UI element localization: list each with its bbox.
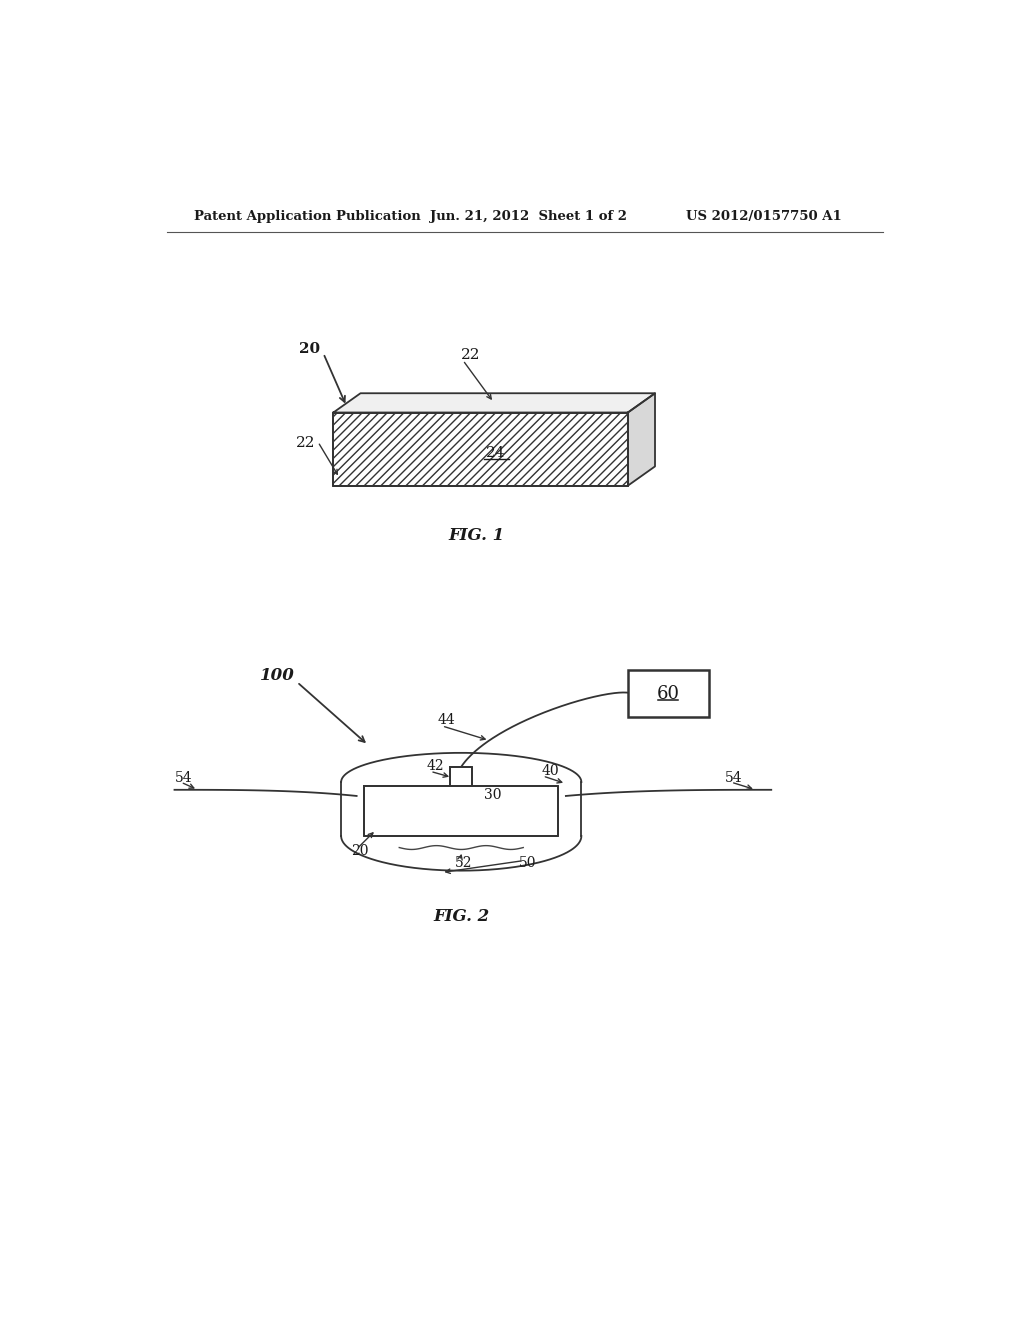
Text: 42: 42 (426, 759, 444, 774)
Bar (334, 413, 628, 486)
Text: 30: 30 (483, 788, 501, 803)
Text: 44: 44 (438, 714, 456, 727)
Bar (365, 785, 558, 836)
Text: 22: 22 (296, 437, 315, 450)
Text: Patent Application Publication: Patent Application Publication (194, 210, 421, 223)
Bar (451, 767, 472, 785)
Text: 52: 52 (455, 855, 472, 870)
Text: FIG. 2: FIG. 2 (433, 908, 489, 925)
Polygon shape (334, 393, 655, 412)
Text: 20: 20 (299, 342, 321, 356)
Text: 60: 60 (656, 685, 680, 702)
Polygon shape (628, 393, 655, 486)
Text: US 2012/0157750 A1: US 2012/0157750 A1 (686, 210, 842, 223)
Text: 22: 22 (461, 347, 480, 362)
Text: 54: 54 (725, 771, 742, 785)
Text: 50: 50 (519, 855, 537, 870)
Text: 40: 40 (541, 763, 559, 777)
Text: 100: 100 (260, 668, 295, 684)
Text: Jun. 21, 2012  Sheet 1 of 2: Jun. 21, 2012 Sheet 1 of 2 (430, 210, 628, 223)
Text: 20: 20 (351, 845, 369, 858)
Bar (628, 671, 710, 717)
Text: 24: 24 (486, 446, 506, 459)
Text: 54: 54 (174, 771, 193, 785)
Text: FIG. 1: FIG. 1 (449, 527, 505, 544)
